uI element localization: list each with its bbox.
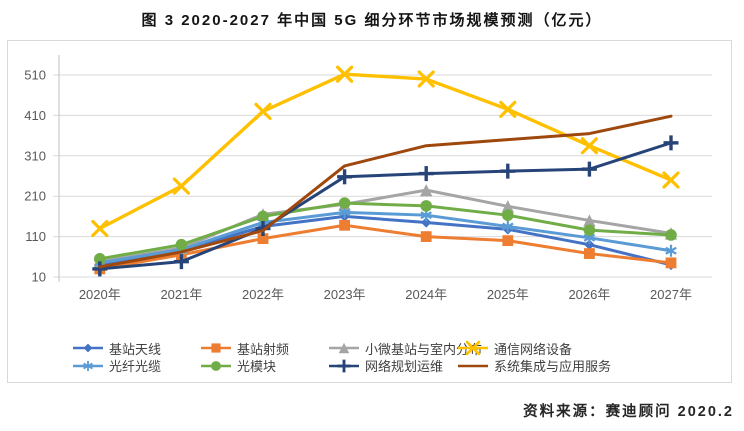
x-axis-tick-label: 2027年 bbox=[650, 287, 692, 302]
legend-item-base-station-rf: 基站射频 bbox=[200, 341, 290, 357]
series-line-base-station-antenna bbox=[98, 214, 673, 267]
x-axis-tick-label: 2023年 bbox=[324, 287, 366, 302]
legend-marker-circle-icon bbox=[201, 360, 231, 371]
legend-item-network-planning-ops: 网络规划运维 bbox=[328, 359, 444, 374]
series-network-equipment bbox=[91, 65, 680, 238]
series-line-network-equipment bbox=[98, 72, 673, 231]
y-axis-tick-label: 110 bbox=[25, 229, 46, 244]
series-line-optical-module bbox=[98, 201, 673, 261]
legend-item-network-equipment: 通信网络设备 bbox=[457, 340, 573, 357]
legend-item-base-station-antenna: 基站天线 bbox=[72, 341, 162, 357]
y-axis-tick-label: 10 bbox=[32, 270, 46, 285]
legend-marker-asterisk-icon bbox=[73, 360, 103, 371]
x-axis-tick-label: 2026年 bbox=[568, 287, 610, 302]
legend-item-fiber-optic-cable: 光纤光缆 bbox=[72, 359, 162, 374]
legend-item-optical-module: 光模块 bbox=[200, 359, 277, 374]
series-line-network-planning-ops bbox=[98, 141, 673, 271]
x-axis-tick-label: 2021年 bbox=[160, 287, 202, 302]
y-axis-tick-label: 310 bbox=[24, 148, 46, 163]
y-axis-tick-label: 210 bbox=[24, 189, 46, 204]
legend-marker-square-icon bbox=[201, 343, 231, 353]
chart-title: 图 3 2020-2027 年中国 5G 细分环节市场规模预测（亿元） bbox=[141, 12, 603, 29]
source-note: 资料来源：赛迪顾问 2020.2 bbox=[523, 404, 734, 420]
legend-marker-x-icon bbox=[458, 340, 488, 356]
legend-marker-plus-icon bbox=[329, 359, 359, 372]
series-line-base-station-rf bbox=[98, 223, 673, 271]
series-line-system-integration-services bbox=[98, 114, 673, 269]
legend-label: 光模块 bbox=[237, 359, 277, 374]
legend-marker-triangle-icon bbox=[329, 342, 359, 354]
y-axis-tick-label: 410 bbox=[24, 108, 46, 123]
series-line-small-cell-indoor bbox=[98, 188, 673, 264]
x-axis-tick-label: 2020年 bbox=[79, 287, 121, 302]
legend-item-system-integration-services: 系统集成与应用服务 bbox=[457, 359, 612, 374]
legend-label: 通信网络设备 bbox=[494, 341, 573, 357]
x-axis-tick-label: 2024年 bbox=[405, 287, 447, 302]
chart-area: 10 110 210 310 410 510 2020年 2021年 2022年 2023年 202… bbox=[7, 40, 732, 383]
series-system-integration-services bbox=[98, 114, 673, 269]
legend-label: 小微基站与室内分布 bbox=[365, 341, 483, 357]
series-line-fiber-optic-cable bbox=[98, 210, 673, 265]
legend-label: 光纤光缆 bbox=[109, 359, 162, 374]
series-network-planning-ops bbox=[92, 135, 679, 277]
x-axis-tick-label: 2022年 bbox=[242, 287, 284, 302]
legend-label: 网络规划运维 bbox=[365, 359, 444, 374]
legend-label: 基站射频 bbox=[237, 341, 290, 357]
series-optical-module bbox=[94, 197, 677, 265]
legend-label: 基站天线 bbox=[109, 341, 162, 357]
legend-marker-line-icon bbox=[458, 364, 488, 367]
x-axis-tick-label: 2025年 bbox=[487, 287, 529, 302]
legend-label: 系统集成与应用服务 bbox=[494, 359, 612, 374]
plot-svg: 10 110 210 310 410 510 2020年 2021年 2022年 2023年 202… bbox=[24, 55, 712, 302]
legend-item-small-cell-indoor: 小微基站与室内分布 bbox=[328, 341, 483, 357]
y-axis-tick-label: 510 bbox=[24, 68, 46, 83]
legend-marker-diamond-icon bbox=[73, 343, 103, 353]
